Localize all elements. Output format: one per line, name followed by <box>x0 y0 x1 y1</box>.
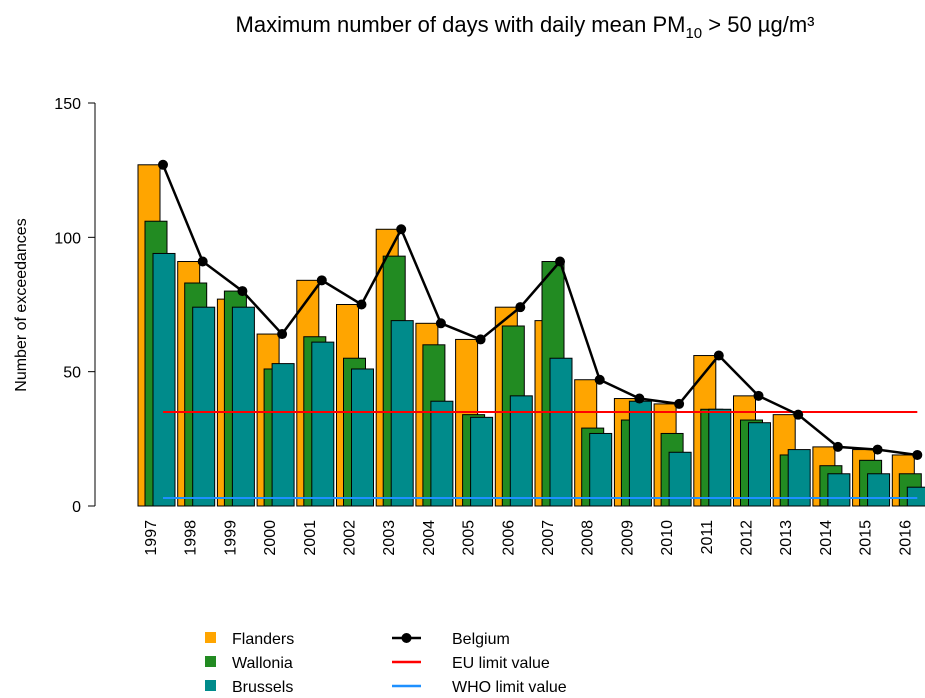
x-tick-label: 1997 <box>143 520 160 556</box>
belgium-point <box>753 390 764 401</box>
y-tick-label: 100 <box>54 230 81 247</box>
bar <box>390 320 414 507</box>
legend-swatch <box>205 680 216 691</box>
bar <box>271 363 295 507</box>
bar <box>152 252 176 507</box>
legend-swatch <box>205 632 216 643</box>
belgium-point <box>475 334 486 345</box>
bar <box>668 451 692 507</box>
bar <box>430 400 454 507</box>
bar <box>589 432 613 507</box>
x-tick-label: 2014 <box>818 520 835 556</box>
belgium-point <box>237 286 248 297</box>
x-tick-label: 2007 <box>540 520 557 556</box>
title-subscript: 10 <box>685 25 702 42</box>
bar <box>470 416 494 507</box>
legend-swatch <box>205 656 216 667</box>
bar <box>549 357 573 507</box>
x-tick-label: 2015 <box>858 520 875 556</box>
legend-label: Wallonia <box>232 655 293 672</box>
x-tick-label: 2016 <box>897 520 914 556</box>
y-tick-label: 150 <box>54 96 81 113</box>
x-tick-label: 2009 <box>619 520 636 556</box>
bar <box>231 306 255 507</box>
legend-label: EU limit value <box>452 655 550 672</box>
legend-label: Belgium <box>452 631 510 648</box>
belgium-point <box>158 159 168 170</box>
x-tick-label: 1998 <box>183 520 200 556</box>
y-axis-label: Number of exceedances <box>13 218 30 391</box>
bar <box>748 422 771 507</box>
chart-title: Maximum number of days with daily mean P… <box>236 12 815 42</box>
belgium-point <box>872 444 883 455</box>
x-tick-label: 2004 <box>421 520 438 556</box>
bar <box>311 341 335 507</box>
x-tick-label: 2005 <box>461 520 478 556</box>
x-tick-label: 2000 <box>262 520 279 556</box>
bar <box>787 449 811 507</box>
belgium-line <box>161 164 918 457</box>
x-tick-label: 2011 <box>699 520 716 555</box>
belgium-point <box>555 256 565 267</box>
title-part: Maximum number of days with daily mean P… <box>236 12 686 37</box>
legend-label: Flanders <box>232 631 294 648</box>
belgium-point <box>356 299 367 310</box>
belgium-point <box>793 409 804 420</box>
legend-label: Brussels <box>232 679 293 696</box>
belgium-point <box>515 302 526 313</box>
belgium-point <box>912 449 923 460</box>
x-tick-label: 2013 <box>778 520 795 556</box>
belgium-point <box>594 374 605 385</box>
bar <box>827 473 851 507</box>
x-tick-label: 2003 <box>381 520 398 556</box>
x-tick-label: 2006 <box>500 520 517 556</box>
bar <box>867 473 891 507</box>
x-tick-label: 2012 <box>739 520 756 556</box>
belgium-point <box>277 329 288 340</box>
bar <box>351 368 374 507</box>
legend-point <box>401 633 412 643</box>
bar <box>708 408 732 507</box>
bar <box>906 486 925 507</box>
x-tick-label: 2010 <box>659 520 676 556</box>
y-tick-label: 0 <box>72 499 81 516</box>
bar <box>628 400 652 507</box>
x-tick-label: 2002 <box>342 520 359 556</box>
belgium-point <box>832 441 843 452</box>
belgium-point <box>396 224 407 235</box>
belgium-point <box>435 318 446 329</box>
title-part: > 50 µg/m³ <box>702 12 814 37</box>
bar <box>192 306 216 507</box>
belgium-point <box>713 350 724 361</box>
belgium-point <box>674 398 685 409</box>
belgium-point <box>197 256 208 267</box>
y-tick-label: 50 <box>63 365 81 382</box>
belgium-point <box>316 275 327 286</box>
x-tick-label: 2001 <box>302 520 319 556</box>
x-tick-label: 1999 <box>222 520 239 556</box>
x-tick-label: 2008 <box>580 520 597 556</box>
bar <box>509 395 533 507</box>
belgium-point <box>634 393 645 404</box>
legend-label: WHO limit value <box>452 679 567 696</box>
